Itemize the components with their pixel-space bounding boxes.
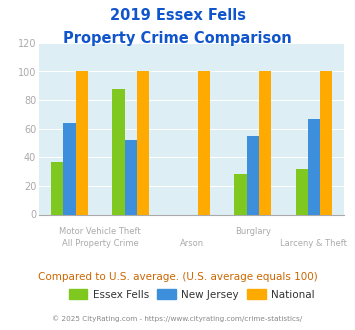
Bar bbox=[320, 72, 332, 214]
Text: Compared to U.S. average. (U.S. average equals 100): Compared to U.S. average. (U.S. average … bbox=[38, 272, 317, 282]
Bar bbox=[51, 162, 64, 214]
Bar bbox=[234, 175, 247, 215]
Text: Arson: Arson bbox=[180, 239, 204, 248]
Bar bbox=[76, 72, 88, 214]
Text: Burglary: Burglary bbox=[235, 226, 271, 236]
Text: All Property Crime: All Property Crime bbox=[62, 239, 138, 248]
Text: Larceny & Theft: Larceny & Theft bbox=[280, 239, 347, 248]
Text: Motor Vehicle Theft: Motor Vehicle Theft bbox=[59, 226, 141, 236]
Bar bbox=[259, 72, 271, 214]
Bar bbox=[308, 119, 320, 214]
Bar bbox=[64, 123, 76, 214]
Bar bbox=[295, 169, 308, 214]
Bar bbox=[198, 72, 210, 214]
Text: Property Crime Comparison: Property Crime Comparison bbox=[63, 31, 292, 46]
Text: 2019 Essex Fells: 2019 Essex Fells bbox=[109, 8, 246, 23]
Bar bbox=[247, 136, 259, 214]
Text: © 2025 CityRating.com - https://www.cityrating.com/crime-statistics/: © 2025 CityRating.com - https://www.city… bbox=[53, 315, 302, 322]
Legend: Essex Fells, New Jersey, National: Essex Fells, New Jersey, National bbox=[65, 285, 319, 304]
Bar bbox=[125, 140, 137, 214]
Bar bbox=[137, 72, 149, 214]
Bar bbox=[112, 89, 125, 214]
